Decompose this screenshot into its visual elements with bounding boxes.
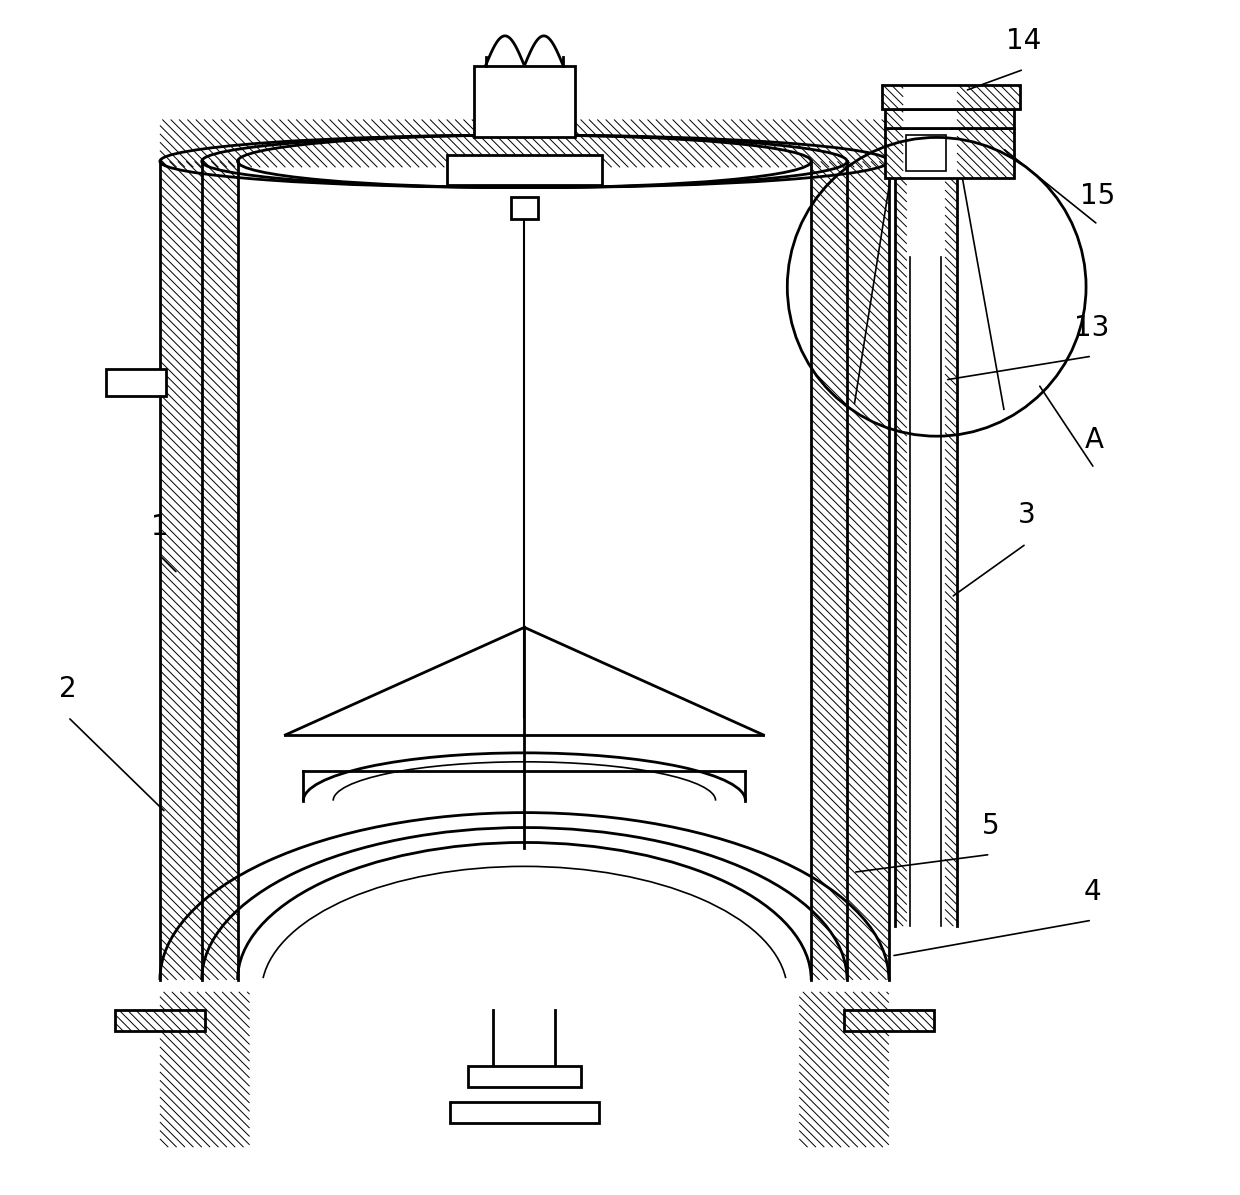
- Bar: [882, 85, 1021, 109]
- Bar: [446, 155, 603, 185]
- Bar: [885, 109, 1014, 128]
- Text: 2: 2: [60, 675, 77, 703]
- Bar: [474, 66, 575, 137]
- Bar: [885, 128, 1014, 178]
- Bar: [844, 1010, 934, 1031]
- Text: 1: 1: [151, 514, 169, 541]
- Text: 14: 14: [1007, 27, 1042, 55]
- Bar: [107, 369, 166, 396]
- Text: 5: 5: [982, 813, 999, 840]
- Text: 15: 15: [1080, 183, 1116, 210]
- Bar: [115, 1010, 205, 1031]
- Bar: [511, 197, 538, 219]
- Text: A: A: [1085, 427, 1104, 454]
- Bar: [450, 1102, 599, 1123]
- Text: 3: 3: [1018, 502, 1035, 529]
- Bar: [467, 1066, 582, 1087]
- Text: 4: 4: [1084, 878, 1101, 906]
- Bar: [905, 135, 946, 171]
- Text: 13: 13: [1074, 314, 1110, 342]
